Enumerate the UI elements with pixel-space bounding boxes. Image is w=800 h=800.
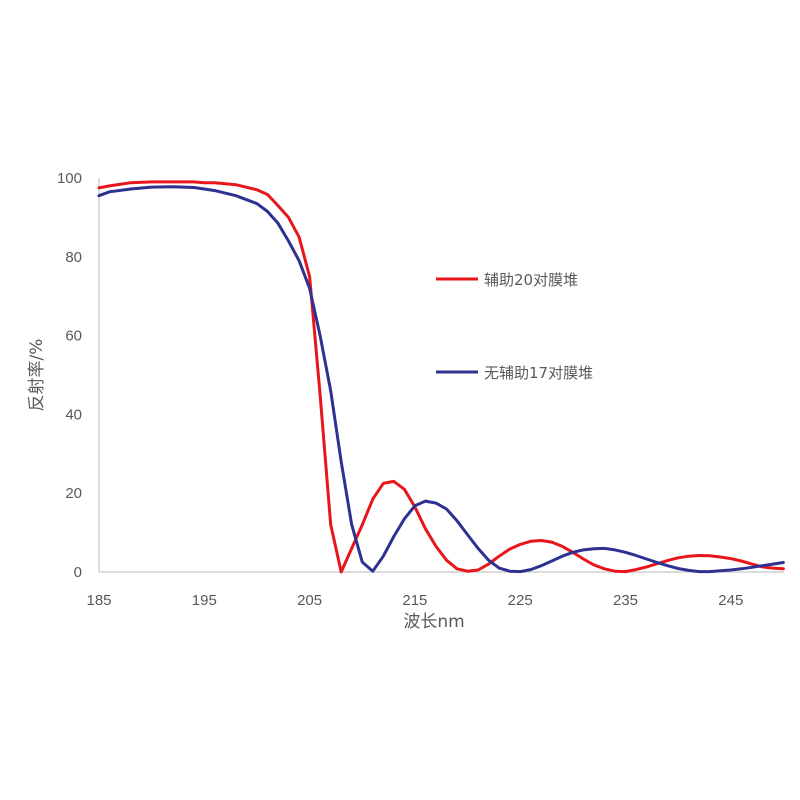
x-tick-label: 185 [86,592,111,609]
y-tick-label: 100 [57,170,82,187]
y-tick-label: 0 [74,564,82,581]
y-axis-ticks: 0 20 40 60 80 100 [57,170,82,581]
x-tick-label: 225 [508,592,533,609]
x-tick-label: 205 [297,592,322,609]
legend-item-assisted-20: 辅助20对膜堆 [436,271,578,289]
series-line-unassisted-17 [97,185,785,574]
x-tick-label: 245 [718,592,743,609]
y-axis-title: 反射率/% [27,339,47,412]
x-tick-label: 235 [613,592,638,609]
series [97,180,785,574]
y-tick-label: 80 [65,249,82,266]
legend-label: 无辅助17对膜堆 [484,364,593,382]
axes [98,178,784,573]
y-tick-label: 20 [65,485,82,502]
legend-label: 辅助20对膜堆 [484,271,578,289]
x-tick-label: 195 [192,592,217,609]
legend-item-unassisted-17: 无辅助17对膜堆 [436,364,593,382]
series-line-assisted-20 [97,180,785,574]
x-tick-label: 215 [402,592,427,609]
y-tick-label: 60 [65,328,82,345]
x-axis-title: 波长nm [403,612,464,632]
y-tick-label: 40 [65,406,82,423]
x-axis-ticks: 185 195 205 215 225 235 245 [86,592,743,609]
legend: 辅助20对膜堆 无辅助17对膜堆 [436,271,593,382]
